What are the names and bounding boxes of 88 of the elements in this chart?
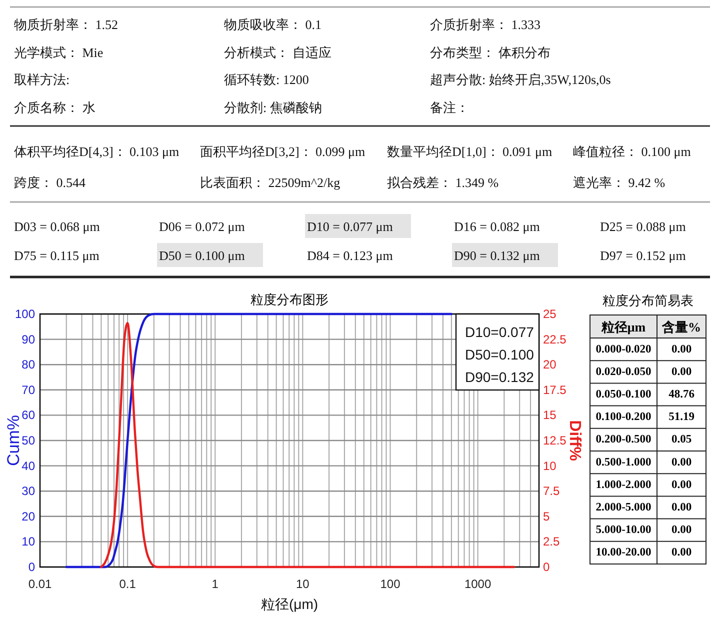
text: D50 = 0.100 μm	[159, 248, 245, 262]
text: 粒径μm	[600, 319, 646, 334]
annotation: D50=0.100	[465, 346, 534, 362]
y2-tick-label: 7.5	[543, 484, 560, 498]
text: 拟合残差： 1.349 %	[387, 174, 499, 190]
text: 超声分散: 始终开启,35W,120s,0s	[430, 72, 611, 86]
text: 分布类型： 体积分布	[430, 44, 550, 60]
category-label: 2.000-5.000	[596, 502, 652, 514]
text: 体积平均径D[4,3]： 0.103 μm	[14, 144, 180, 158]
text: D90 = 0.132 μm	[454, 248, 540, 262]
text: 0.00	[671, 366, 692, 378]
x-tick-label: 100	[380, 577, 401, 591]
y2-tick-label: 2.5	[543, 534, 560, 549]
category-label: 1.000-2.000	[596, 478, 652, 491]
text: 0.00	[671, 478, 692, 491]
text: 介质名称： 水	[14, 100, 96, 114]
category-label: 0.050-0.100	[596, 388, 652, 400]
category-label: 0.000-0.020	[596, 343, 652, 356]
text: D25 = 0.088 μm	[600, 218, 686, 234]
text: 0.05	[671, 434, 692, 446]
y-tick-label: 40	[22, 458, 36, 473]
text: 物质折射率： 1.52	[14, 16, 118, 32]
x-tick-label: 1	[212, 577, 219, 591]
x-tick-label: 0.1	[119, 577, 136, 591]
text: 面积平均径D[3,2]： 0.099 μm	[200, 144, 366, 158]
text: 光学模式： Mie	[14, 44, 104, 60]
y-tick-label: 0	[28, 560, 36, 574]
text: 物质吸收率： 0.1	[224, 16, 322, 32]
text: 介质折射率： 1.333	[430, 16, 540, 32]
text: 0.00	[671, 546, 692, 559]
text: D03 = 0.068 μm	[14, 218, 100, 234]
category-label: 0.100-0.200	[596, 411, 652, 424]
y2-tick-label: 12.5	[543, 434, 567, 448]
text: 分散剂: 焦磷酸钠	[224, 100, 322, 114]
y2-tick-label: 10	[543, 458, 557, 473]
category-label: 5.000-10.00	[596, 524, 652, 536]
text: 遮光率： 9.42 %	[573, 174, 666, 190]
text: D16 = 0.082 μm	[454, 218, 540, 234]
text: 48.76	[668, 388, 694, 400]
category-label: 0.200-0.500	[596, 434, 652, 446]
y2-tick-label: 5	[543, 509, 550, 524]
y-tick-label: 80	[22, 358, 36, 372]
text: 0.00	[671, 456, 692, 468]
y-axis-title: Cum%	[4, 414, 22, 466]
y2-tick-label: 20	[543, 358, 557, 372]
x-axis-title: 粒径(μm)	[260, 596, 318, 612]
y-tick-label: 100	[14, 307, 36, 321]
x-tick-label: 10	[296, 577, 310, 591]
chart-title: 粒度分布图形	[250, 292, 328, 306]
text: 循环转数: 1200	[224, 72, 309, 86]
x-tick-label: 0.01	[28, 577, 52, 591]
y2-axis-title: Diff%	[566, 420, 584, 461]
y-tick-label: 50	[22, 434, 36, 448]
text: 数量平均径D[1,0]： 0.091 μm	[387, 144, 552, 158]
y-tick-label: 10	[22, 534, 36, 549]
category-label: 10.00-20.00	[596, 546, 652, 559]
y-tick-label: 70	[22, 382, 36, 397]
text: 含量%	[661, 319, 701, 334]
text: D84 = 0.123 μm	[307, 248, 393, 262]
category-label: 0.020-0.050	[596, 366, 652, 378]
y-tick-label: 60	[22, 408, 36, 422]
category-label: 0.500-1.000	[596, 456, 652, 468]
text: 分析模式： 自适应	[224, 44, 332, 60]
y-tick-label: 30	[22, 484, 36, 498]
text: 0.00	[671, 343, 692, 356]
y-tick-label: 20	[22, 509, 36, 524]
text: 峰值粒径： 0.100 μm	[573, 144, 691, 158]
y-tick-label: 90	[22, 332, 36, 346]
y2-tick-label: 25	[543, 307, 557, 321]
annotation: D90=0.132	[465, 369, 534, 385]
y2-tick-label: 0	[543, 560, 550, 574]
text: 0.00	[671, 524, 692, 536]
text: 0.00	[671, 502, 692, 514]
annotation: D10=0.077	[465, 324, 534, 340]
text: D97 = 0.152 μm	[600, 248, 686, 262]
text: 跨度： 0.544	[14, 174, 86, 190]
text: 51.19	[668, 411, 694, 424]
text: 备注：	[430, 100, 469, 114]
text: D10 = 0.077 μm	[307, 218, 393, 234]
text: 比表面积： 22509m^2/kg	[200, 174, 341, 190]
text: 取样方法:	[14, 72, 70, 86]
x-tick-label: 1000	[464, 577, 492, 591]
y2-tick-label: 17.5	[543, 382, 567, 397]
text: D75 = 0.115 μm	[14, 248, 100, 262]
y2-tick-label: 15	[543, 408, 557, 422]
text: 粒度分布简易表	[602, 292, 694, 308]
text: D06 = 0.072 μm	[159, 218, 245, 234]
y2-tick-label: 22.5	[543, 332, 567, 346]
